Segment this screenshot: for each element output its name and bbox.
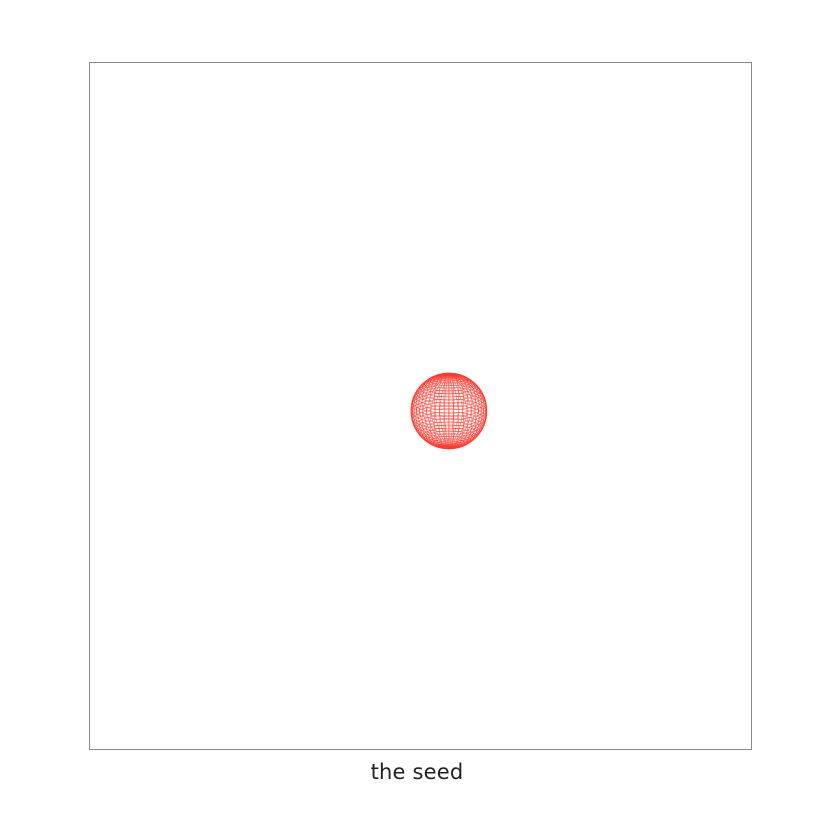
sphere-parallel [413,387,485,411]
wireframe-sphere [410,372,488,450]
sphere-parallel [419,424,479,444]
sphere-parallel [419,378,479,398]
sphere-parallel [414,415,484,438]
sphere-parallel [410,401,487,427]
sphere-parallel [415,382,483,404]
sphere-parallel [412,408,486,433]
sphere-parallel [426,374,471,389]
sphere-parallel [410,398,488,424]
sphere-parallel [415,418,483,440]
sphere-parallel [411,392,487,417]
sphere-parallel [413,411,485,435]
sphere-parallel [417,421,481,442]
sphere-parallel [421,376,476,395]
sphere-outline [410,372,488,450]
sphere-parallel [445,373,453,377]
sphere-parallel [414,384,484,407]
sphere-parallel [412,389,486,414]
sphere-parallel [442,444,456,449]
sphere-parallel [442,373,456,378]
wireframe-sphere-canvas [410,372,488,450]
figure-caption: the seed [370,760,464,784]
render-viewport [89,62,752,750]
sphere-parallel [411,405,487,430]
sphere-parallel [417,380,481,401]
sphere-parallel [410,395,487,420]
sphere-parallel [424,375,474,392]
